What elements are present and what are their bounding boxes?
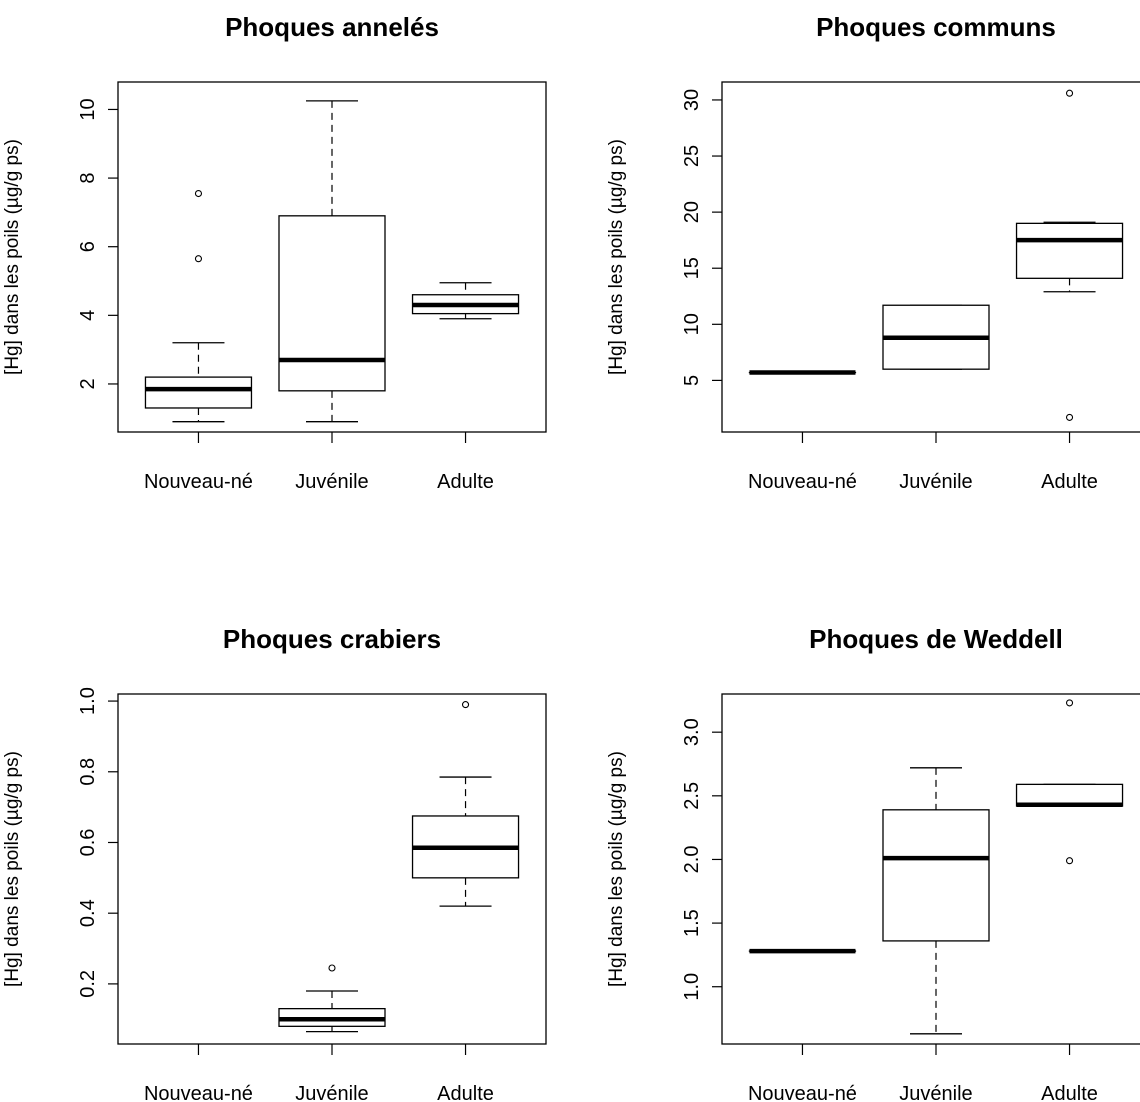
chart-panel-1: Phoques annelés [Hg] dans les poils (µg/g… [2, 12, 547, 493]
y-tick-label: 1.0 [681, 973, 703, 1001]
chart-title: Phoques de Weddell [809, 624, 1063, 654]
y-tick-label: 2.5 [681, 782, 703, 810]
outlier-point [328, 964, 336, 972]
box-2 [278, 100, 386, 423]
box-3 [1015, 89, 1124, 421]
chart-panel-4: Phoques de Weddell [Hg] dans les poils (µ… [606, 624, 1140, 1102]
x-tick-label: Nouveau-né [748, 471, 857, 493]
box-2 [278, 964, 386, 1033]
box-2 [882, 304, 990, 370]
y-axis-label: [Hg] dans les poils (µg/g ps) [606, 139, 627, 375]
outlier-point [1065, 413, 1074, 421]
box-body [278, 215, 386, 392]
y-axis-label: [Hg] dans les poils (µg/g ps) [606, 751, 627, 987]
box-3 [411, 701, 520, 907]
box-body [882, 809, 990, 942]
y-tick-label: 2 [77, 378, 99, 389]
outlier-point [1065, 699, 1074, 707]
outlier-point [461, 701, 470, 709]
y-tick-label: 30 [681, 89, 703, 111]
x-tick-label: Adulte [1041, 471, 1098, 493]
x-tick-label: Juvénile [899, 1083, 972, 1102]
y-tick-label: 10 [77, 98, 99, 120]
y-tick-label: 2.0 [681, 846, 703, 874]
chart-title: Phoques annelés [225, 12, 439, 42]
outlier-point [194, 189, 203, 198]
x-tick-label: Juvénile [899, 471, 972, 493]
box-3 [411, 282, 520, 320]
y-tick-label: 0.4 [77, 899, 99, 927]
chart-title: Phoques communs [816, 12, 1056, 42]
y-tick-label: 0.8 [77, 758, 99, 786]
chart-panel-3: Phoques crabiers [Hg] dans les poils (µg/… [2, 624, 547, 1102]
x-tick-label: Adulte [437, 471, 494, 493]
y-axis-label: [Hg] dans les poils (µg/g ps) [2, 139, 23, 375]
y-tick-label: 10 [681, 313, 703, 335]
x-tick-label: Adulte [1041, 1083, 1098, 1102]
chart-panel-2: Phoques communs [Hg] dans les poils (µg/g… [606, 12, 1140, 493]
x-tick-label: Adulte [437, 1083, 494, 1102]
x-tick-label: Nouveau-né [748, 1083, 857, 1102]
x-tick-label: Juvénile [295, 471, 368, 493]
outlier-point [1065, 89, 1074, 97]
y-tick-label: 8 [77, 173, 99, 184]
y-tick-label: 6 [77, 241, 99, 252]
outlier-point [1065, 857, 1074, 865]
y-tick-label: 4 [77, 310, 99, 321]
y-axis-label: [Hg] dans les poils (µg/g ps) [2, 751, 23, 987]
box-body [1015, 222, 1124, 279]
y-tick-label: 25 [681, 145, 703, 167]
x-tick-label: Nouveau-né [144, 471, 253, 493]
box-body [144, 376, 253, 409]
outlier-point [194, 255, 203, 263]
y-tick-label: 1.5 [681, 909, 703, 937]
chart-title: Phoques crabiers [223, 624, 441, 654]
y-tick-label: 20 [681, 201, 703, 223]
box-1 [144, 189, 253, 423]
box-3 [1015, 699, 1124, 865]
y-tick-label: 3.0 [681, 718, 703, 746]
x-tick-label: Nouveau-né [144, 1083, 253, 1102]
y-tick-label: 1.0 [77, 687, 99, 715]
y-tick-label: 15 [681, 257, 703, 279]
x-tick-label: Juvénile [295, 1083, 368, 1102]
y-tick-label: 0.2 [77, 970, 99, 998]
box-2 [882, 767, 990, 1035]
y-tick-label: 5 [681, 375, 703, 386]
y-tick-label: 0.6 [77, 829, 99, 857]
